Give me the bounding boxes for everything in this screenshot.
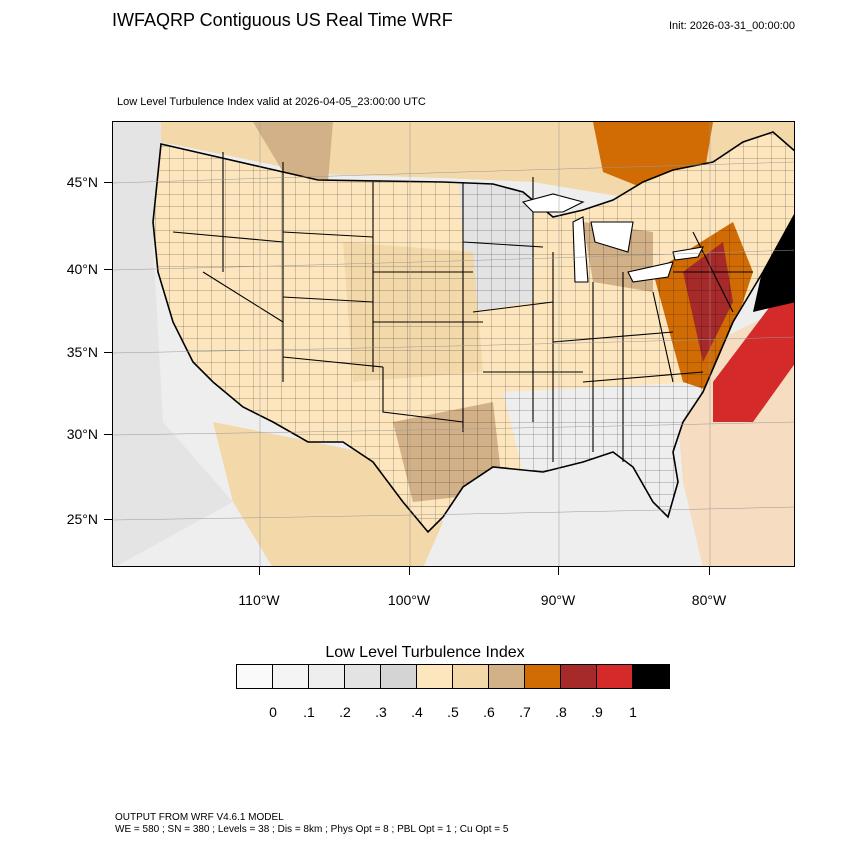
colorbar-label: .7	[519, 704, 531, 720]
colorbar-label: .5	[447, 704, 459, 720]
colorbar-label: .2	[339, 704, 351, 720]
colorbar-swatch	[489, 665, 525, 688]
lat-tick	[104, 182, 112, 183]
footer-model: OUTPUT FROM WRF V4.6.1 MODEL	[115, 812, 284, 823]
colorbar	[236, 664, 670, 689]
colorbar-swatch	[417, 665, 453, 688]
atlantic-black	[753, 212, 794, 312]
lat-tick	[104, 269, 112, 270]
colorbar-swatch	[453, 665, 489, 688]
pacific-fill	[113, 122, 233, 566]
colorbar-swatch	[633, 665, 669, 688]
lon-tick	[409, 567, 410, 575]
map-svg	[113, 122, 794, 566]
lat-tick	[104, 434, 112, 435]
colorbar-swatch	[597, 665, 633, 688]
colorbar-label: .8	[555, 704, 567, 720]
colorbar-label: .1	[303, 704, 315, 720]
colorbar-title: Low Level Turbulence Index	[325, 644, 525, 661]
lon-label-90: 90°W	[540, 592, 576, 608]
colorbar-swatch	[237, 665, 273, 688]
lon-tick	[259, 567, 260, 575]
colorbar-swatch	[561, 665, 597, 688]
plot-title: IWFAQRP Contiguous US Real Time WRF	[112, 10, 453, 30]
lat-label-45: 45°N	[66, 174, 98, 190]
lat-label-25: 25°N	[66, 511, 98, 527]
state-lines	[172, 152, 753, 462]
great-lakes	[521, 193, 704, 283]
lon-label-110: 110°W	[238, 592, 280, 608]
colorbar-label: .4	[411, 704, 423, 720]
colorbar-label: .9	[591, 704, 603, 720]
lat-label-40: 40°N	[66, 261, 98, 277]
footer-config: WE = 580 ; SN = 380 ; Levels = 38 ; Dis …	[115, 824, 509, 835]
lon-label-80: 80°W	[691, 592, 727, 608]
atlantic-red	[713, 274, 794, 422]
colorbar-swatch	[381, 665, 417, 688]
colorbar-swatch	[309, 665, 345, 688]
plot-subtitle: Low Level Turbulence Index valid at 2026…	[117, 96, 426, 108]
colorbar-label: .3	[375, 704, 387, 720]
lon-tick	[709, 567, 710, 575]
colorbar-label: 1	[629, 704, 637, 720]
lat-tick	[104, 352, 112, 353]
colorbar-swatch	[273, 665, 309, 688]
lat-label-30: 30°N	[66, 426, 98, 442]
colorbar-swatch	[525, 665, 561, 688]
canada-tan	[253, 122, 333, 182]
lat-label-35: 35°N	[66, 344, 98, 360]
us-outline	[152, 131, 794, 534]
lat-tick	[104, 519, 112, 520]
colorbar-label: .6	[483, 704, 495, 720]
colorbar-swatch	[345, 665, 381, 688]
colorbar-label: 0	[269, 704, 277, 720]
map-panel	[112, 121, 795, 567]
init-time: Init: 2026-03-31_00:00:00	[669, 20, 795, 32]
lon-tick	[558, 567, 559, 575]
lon-label-100: 100°W	[387, 592, 431, 608]
